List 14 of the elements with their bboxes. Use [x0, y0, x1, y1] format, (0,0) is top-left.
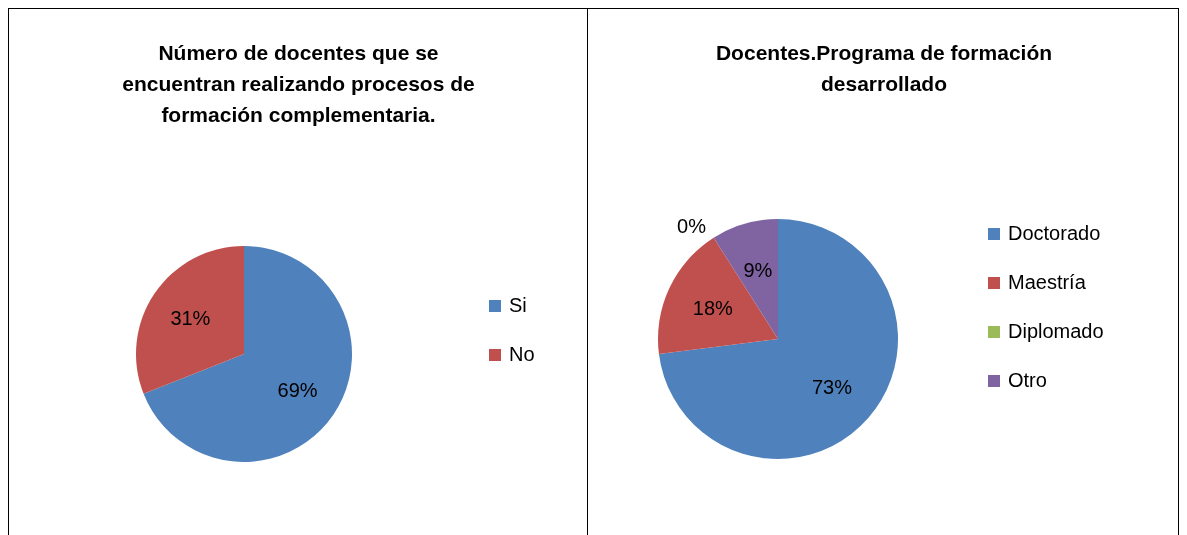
legend-label: Si [509, 294, 527, 317]
data-label: 9% [743, 258, 773, 281]
legend-label: Maestría [1008, 271, 1086, 294]
legend-label: Diplomado [1008, 320, 1104, 343]
legend-label: No [509, 343, 535, 366]
data-label: 69% [277, 379, 318, 402]
chart-title: Docentes.Programa de formación desarrollado [714, 40, 1054, 97]
data-label: 18% [692, 297, 734, 320]
legend-label: Doctorado [1008, 222, 1101, 245]
data-label: 31% [170, 306, 211, 329]
legend-label: Otro [1008, 369, 1047, 392]
chart-title: Número de docentes que se encuentran realizando procesos de formación complementaria. [121, 40, 476, 128]
data-label: 73% [811, 375, 853, 398]
text: 0% [677, 214, 706, 237]
